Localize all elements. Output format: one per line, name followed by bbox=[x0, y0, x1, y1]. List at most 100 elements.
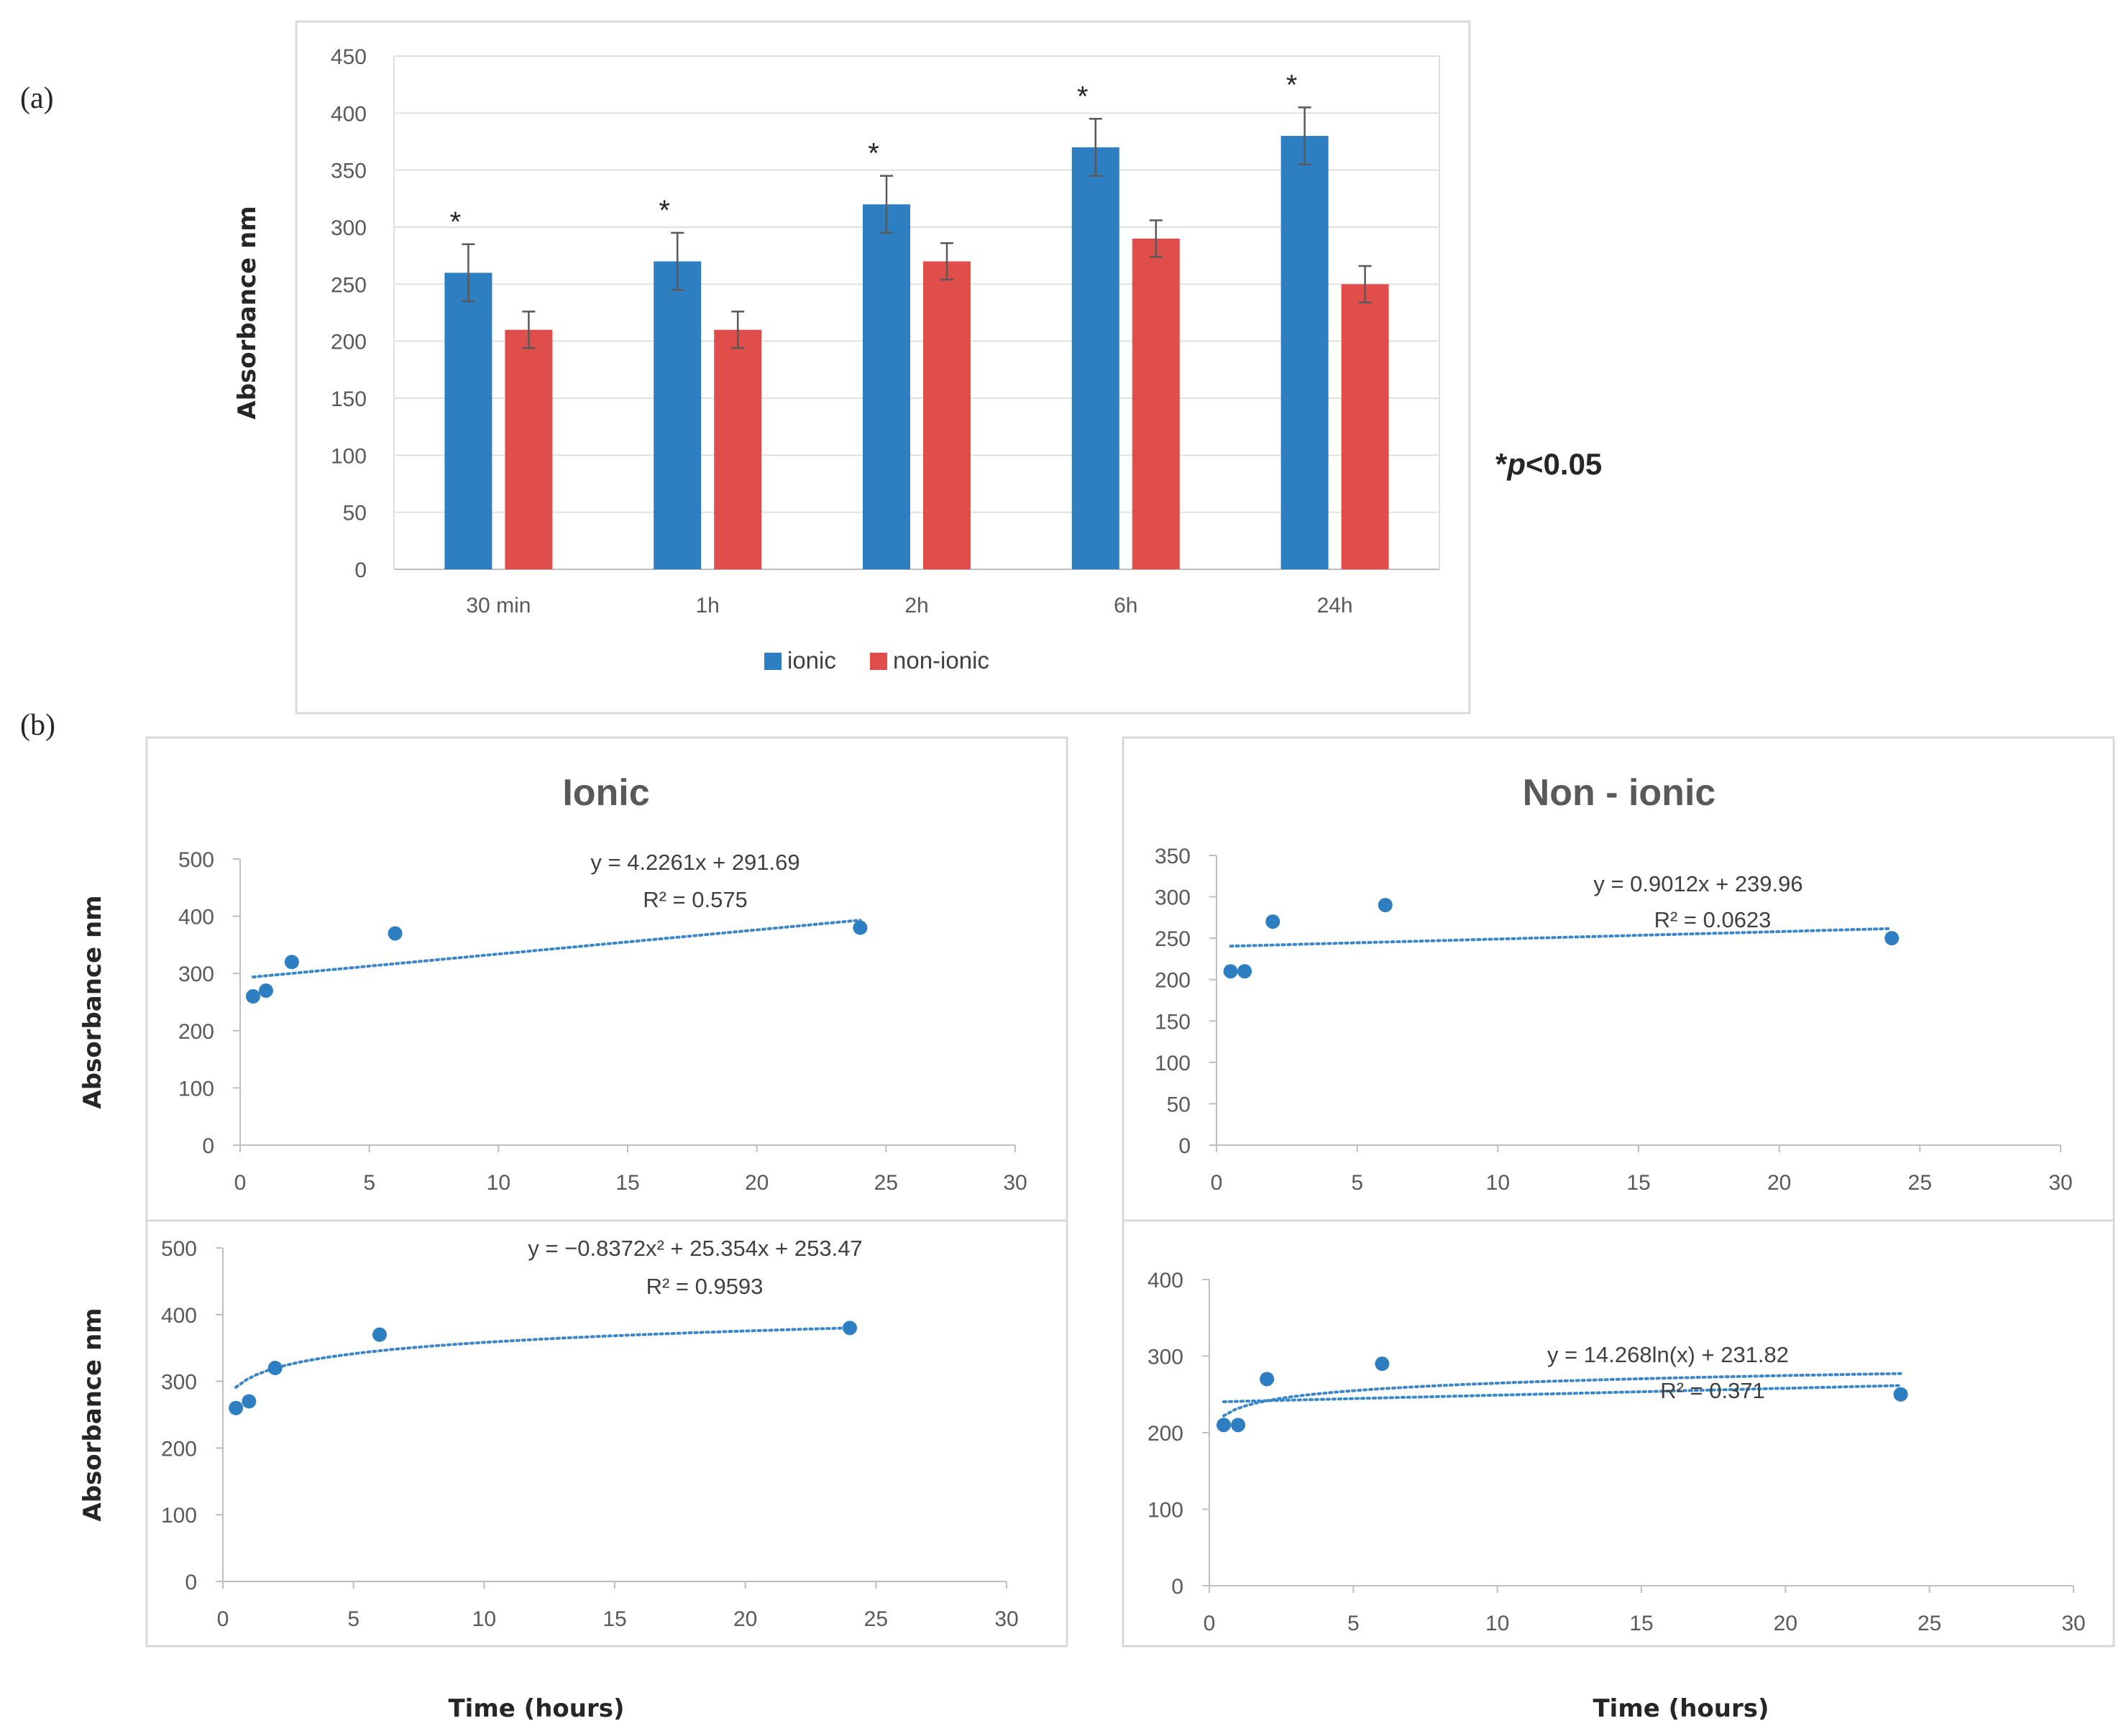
sc2-x-tick-label-25: 25 bbox=[1908, 1171, 1932, 1195]
sc2-trend-equation: y = 0.9012x + 239.96 bbox=[1593, 871, 1802, 896]
legend-swatch-non-ionic bbox=[870, 653, 887, 670]
bar-ionic-1 bbox=[654, 261, 702, 569]
sc2-y-tick-label-0: 0 bbox=[1178, 1134, 1191, 1158]
legend-swatch-ionic bbox=[764, 653, 782, 670]
sc4-point-4 bbox=[1893, 1387, 1908, 1402]
sc3-trend-equation: y = −0.8372x² + 25.354x + 253.47 bbox=[528, 1236, 862, 1261]
sc1-x-tick-label-20: 20 bbox=[745, 1171, 769, 1195]
sc3-y-axis-title: Absorbance nm bbox=[78, 1308, 107, 1521]
sc3-y-tick-label-0: 0 bbox=[185, 1571, 197, 1594]
sc3-point-0 bbox=[229, 1400, 244, 1415]
panel-label-a: (a) bbox=[20, 82, 54, 115]
sc3-x-axis-title: Time (hours) bbox=[448, 1694, 624, 1723]
y-tick-label-200: 200 bbox=[331, 331, 367, 354]
y-tick-label-250: 250 bbox=[331, 273, 367, 297]
sc3-y-tick-label-500: 500 bbox=[161, 1237, 197, 1261]
sc2-title: Non - ionic bbox=[1523, 772, 1716, 814]
sc1-x-tick-label-0: 0 bbox=[234, 1171, 247, 1195]
sc4-x-tick-label-25: 25 bbox=[1917, 1612, 1941, 1635]
sc2-x-tick-label-20: 20 bbox=[1767, 1171, 1791, 1195]
sc3-x-tick-label-20: 20 bbox=[733, 1607, 757, 1631]
sc1-point-4 bbox=[853, 920, 868, 935]
sc2-trendline bbox=[1229, 927, 1894, 948]
bar-ionic-2 bbox=[863, 204, 910, 569]
panel-label-b: (b) bbox=[20, 709, 55, 742]
sc2-x-tick-label-30: 30 bbox=[2048, 1171, 2072, 1195]
sc3-x-tick-label-15: 15 bbox=[602, 1607, 626, 1631]
sc2-y-tick-label-50: 50 bbox=[1167, 1093, 1191, 1116]
sc1-y-tick-label-0: 0 bbox=[202, 1134, 214, 1158]
bar-non-ionic-4 bbox=[1341, 284, 1389, 569]
significance-p: p bbox=[1506, 447, 1526, 481]
x-tick-label-0: 30 min bbox=[466, 594, 531, 617]
sc4-x-tick-label-0: 0 bbox=[1204, 1612, 1216, 1635]
sc4-x-tick-label-30: 30 bbox=[2061, 1612, 2085, 1635]
x-tick-label-2: 2h bbox=[904, 594, 928, 617]
sc4-x-axis-title: Time (hours) bbox=[1593, 1694, 1769, 1723]
significance-star: * bbox=[1495, 447, 1508, 481]
sc3-trend-r-squared: R² = 0.9593 bbox=[646, 1274, 764, 1299]
sc4-trend-r-squared: R² = 0.371 bbox=[1660, 1378, 1765, 1403]
sc3-point-3 bbox=[372, 1327, 387, 1342]
sc1-point-1 bbox=[258, 983, 273, 998]
sc1-y-tick-label-300: 300 bbox=[178, 963, 214, 986]
sc1-trendline bbox=[252, 919, 862, 979]
sc4-x-tick-label-15: 15 bbox=[1629, 1612, 1653, 1635]
sc2-trend-r-squared: R² = 0.0623 bbox=[1654, 907, 1772, 932]
sc2-x-tick-label-15: 15 bbox=[1626, 1171, 1650, 1195]
sc4-point-2 bbox=[1260, 1372, 1275, 1387]
sc3-point-2 bbox=[267, 1361, 283, 1376]
bar-ionic-3 bbox=[1071, 147, 1119, 569]
scatter-ionic-polynomial: 0 100 200 300 400 500 0 5 10 15 20 25 30 Absorbance n… bbox=[78, 1236, 1019, 1723]
sc3-secondary-trendline bbox=[234, 1326, 851, 1389]
sc1-y-tick-label-400: 400 bbox=[178, 906, 214, 929]
sc3-x-tick-label-10: 10 bbox=[472, 1607, 496, 1631]
sc4-trendline bbox=[1222, 1372, 1902, 1418]
sc1-trend-equation: y = 4.2261x + 291.69 bbox=[590, 850, 799, 875]
sc1-x-tick-label-10: 10 bbox=[487, 1171, 510, 1195]
bar-ionic-4 bbox=[1280, 136, 1329, 570]
significance-note: *p<0.05 bbox=[1495, 447, 1602, 481]
sc3-point-4 bbox=[843, 1321, 857, 1336]
sc2-point-3 bbox=[1378, 898, 1393, 913]
sc4-secondary-trendline bbox=[1222, 1384, 1902, 1403]
bar-chart: 0 50 100 150 200 250 300 350 400 450 Absorbance nm… bbox=[233, 45, 1440, 674]
y-tick-label-350: 350 bbox=[331, 160, 367, 183]
sc2-y-tick-label-200: 200 bbox=[1155, 969, 1191, 993]
sc1-x-tick-label-15: 15 bbox=[615, 1171, 639, 1195]
sc2-y-tick-label-350: 350 bbox=[1155, 845, 1191, 868]
sc1-y-tick-label-200: 200 bbox=[178, 1020, 214, 1044]
sc1-y-tick-label-100: 100 bbox=[178, 1077, 214, 1101]
sc2-x-tick-label-0: 0 bbox=[1211, 1171, 1223, 1195]
sc4-x-tick-label-5: 5 bbox=[1347, 1612, 1360, 1635]
bar-non-ionic-3 bbox=[1132, 238, 1180, 569]
y-tick-label-100: 100 bbox=[331, 444, 367, 468]
significance-threshold: <0.05 bbox=[1526, 447, 1602, 481]
sc1-x-tick-label-25: 25 bbox=[874, 1171, 898, 1195]
sc4-y-tick-label-100: 100 bbox=[1147, 1499, 1183, 1523]
scatter-nonionic-log-frame bbox=[1122, 1219, 2115, 1648]
sc3-y-tick-label-300: 300 bbox=[161, 1371, 197, 1395]
legend-label-non-ionic: non-ionic bbox=[893, 647, 989, 674]
sc1-point-3 bbox=[388, 926, 403, 941]
significance-marker-0: * bbox=[450, 206, 462, 238]
sc1-x-tick-label-5: 5 bbox=[363, 1171, 375, 1195]
sc4-point-0 bbox=[1217, 1418, 1232, 1433]
sc3-y-tick-label-200: 200 bbox=[161, 1437, 197, 1461]
sc1-title: Ionic bbox=[562, 772, 649, 814]
x-tick-label-3: 6h bbox=[1114, 594, 1137, 617]
sc3-x-tick-label-5: 5 bbox=[347, 1607, 359, 1631]
sc2-point-4 bbox=[1884, 931, 1900, 946]
sc2-y-tick-label-250: 250 bbox=[1155, 927, 1191, 951]
y-tick-label-450: 450 bbox=[331, 45, 367, 69]
sc2-y-tick-label-150: 150 bbox=[1155, 1010, 1191, 1034]
bar-ionic-0 bbox=[444, 272, 492, 569]
significance-marker-3: * bbox=[1077, 81, 1089, 112]
sc4-y-tick-label-300: 300 bbox=[1147, 1346, 1183, 1369]
sc2-point-1 bbox=[1237, 964, 1252, 979]
significance-marker-4: * bbox=[1286, 69, 1298, 101]
y-tick-label-300: 300 bbox=[331, 216, 367, 240]
sc4-y-tick-label-200: 200 bbox=[1147, 1422, 1183, 1446]
scatter-ionic-poly-frame bbox=[145, 1219, 1068, 1648]
bar-chart-frame bbox=[295, 20, 1471, 715]
